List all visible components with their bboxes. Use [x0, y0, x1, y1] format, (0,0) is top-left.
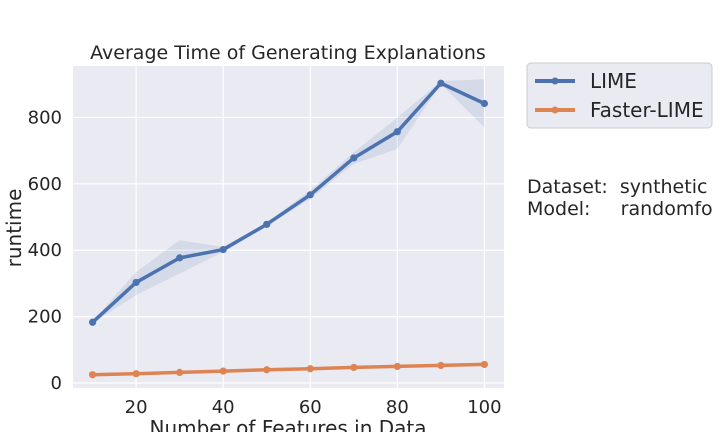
- lime-data-point: [480, 99, 489, 108]
- legend: LIME Faster-LIME: [526, 62, 713, 129]
- x-tick-label: 20: [125, 397, 148, 418]
- legend-lime-marker: [551, 77, 559, 85]
- plot-area: [73, 66, 504, 388]
- tick-labels: 20 40 60 80 100 0 200 400 600 800: [28, 107, 502, 418]
- legend-faster-lime-marker: [551, 106, 559, 114]
- x-tick-label: 40: [212, 397, 235, 418]
- faster-lime-data-point: [437, 361, 445, 370]
- faster-lime-data-point: [219, 367, 227, 375]
- y-tick-label: 200: [28, 307, 62, 328]
- faster-lime-data-point: [176, 368, 184, 376]
- y-tick-label: 800: [28, 107, 62, 128]
- dataset-annotation: Dataset: synthetic: [527, 176, 707, 198]
- faster-lime-data-point: [306, 365, 314, 373]
- y-tick-label: 400: [28, 240, 62, 261]
- x-tick-label: 60: [299, 397, 322, 418]
- y-tick-label: 600: [28, 174, 62, 195]
- lime-data-point: [132, 278, 140, 287]
- x-tick-label: 80: [386, 397, 409, 418]
- legend-faster-lime-label: Faster-LIME: [590, 98, 704, 122]
- faster-lime-data-point: [393, 362, 401, 371]
- lime-data-point: [306, 191, 314, 199]
- lime-data-point: [176, 254, 184, 262]
- faster-lime-data-point: [88, 371, 97, 379]
- y-axis-label: runtime: [2, 189, 26, 268]
- faster-lime-data-point: [132, 370, 140, 378]
- lime-data-point: [437, 79, 445, 87]
- x-axis-label: Number of Features in Data: [149, 416, 426, 432]
- chart-title: Average Time of Generating Explanations: [90, 42, 486, 64]
- y-tick-label: 0: [51, 373, 62, 394]
- series-lines: [88, 79, 489, 379]
- faster-lime-data-point: [350, 363, 358, 372]
- model-annotation: Model: randomfo: [527, 198, 713, 220]
- lime-series-line: [90, 81, 487, 325]
- x-tick-label: 100: [467, 397, 501, 418]
- lime-data-point: [219, 245, 227, 254]
- lime-data-point: [88, 318, 97, 326]
- faster-lime-series-line: [90, 362, 487, 377]
- faster-lime-data-point: [263, 366, 271, 374]
- grid-lines: [73, 66, 504, 388]
- lime-data-point: [393, 128, 401, 136]
- lime-data-point: [350, 154, 358, 162]
- legend-lime-label: LIME: [590, 69, 637, 93]
- lime-data-point: [263, 220, 271, 228]
- faster-lime-data-point: [480, 360, 489, 369]
